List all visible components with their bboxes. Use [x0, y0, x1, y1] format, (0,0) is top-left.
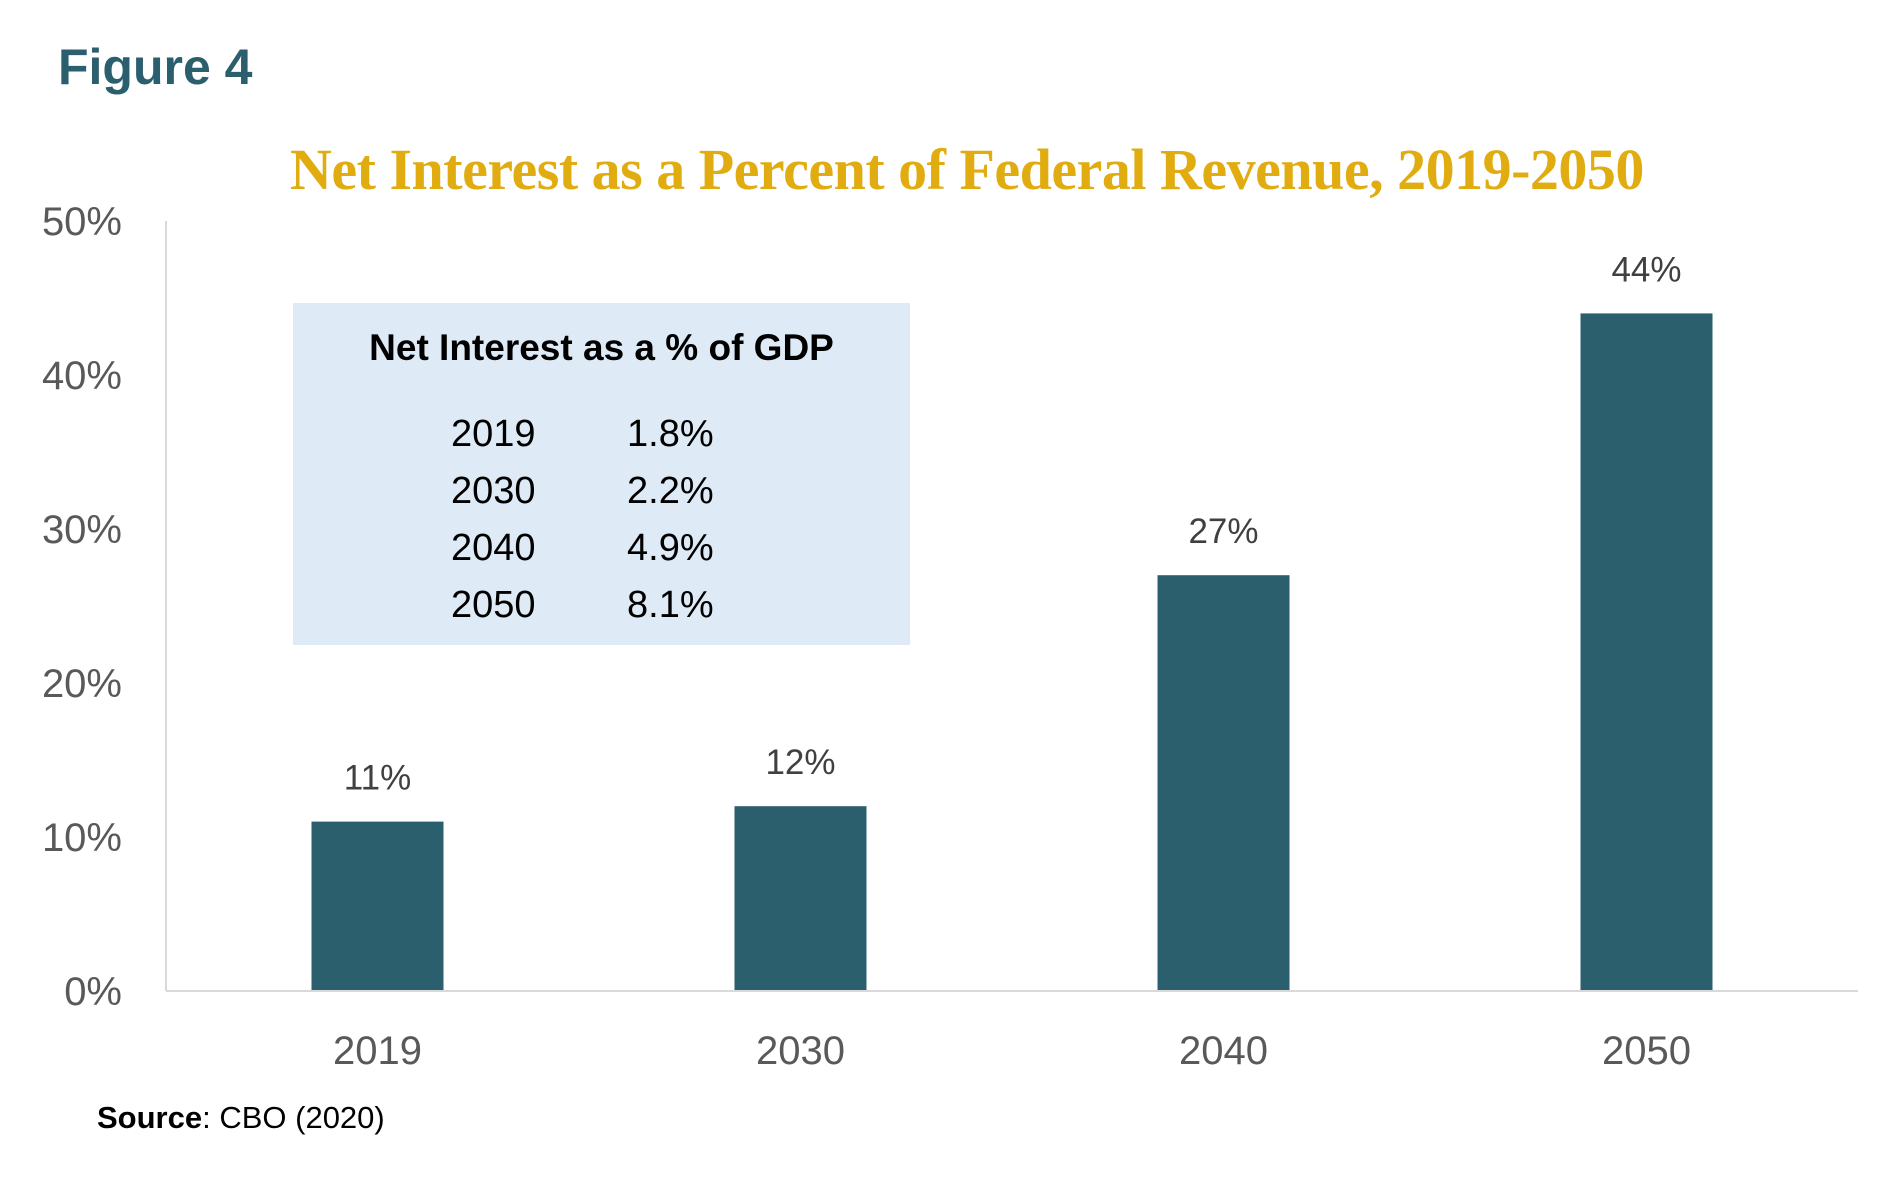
x-tick-label: 2050	[1602, 1029, 1691, 1073]
data-label: 12%	[765, 743, 835, 782]
figure-label: Figure 4	[58, 39, 253, 95]
source-label: Source	[97, 1100, 203, 1135]
inset-table-row: 2019 1.8%	[451, 413, 747, 470]
inset-table-row: 2040 4.9%	[451, 527, 747, 584]
inset-table-row: 2050 8.1%	[451, 584, 747, 641]
inset-row-value: 4.9%	[627, 527, 714, 569]
inset-table-rows: 2019 1.8% 2030 2.2% 2040 4.9% 2050 8.1%	[451, 413, 747, 641]
y-tick-label: 40%	[42, 354, 122, 398]
y-tick-label: 0%	[64, 970, 122, 1014]
source-text: : CBO (2020)	[202, 1100, 385, 1135]
inset-table: Net Interest as a % of GDP 2019 1.8% 203…	[293, 303, 910, 645]
y-tick-label: 30%	[42, 508, 122, 552]
y-axis-ticks: 0% 10% 20% 30% 40% 50%	[42, 200, 122, 1014]
data-labels: 11% 12% 27% 44%	[344, 250, 1682, 797]
data-label: 11%	[344, 759, 411, 798]
data-label: 27%	[1188, 512, 1258, 551]
inset-row-value: 2.2%	[627, 470, 714, 512]
bar	[1157, 575, 1290, 991]
inset-table-row: 2030 2.2%	[451, 470, 747, 527]
inset-row-year: 2050	[451, 584, 536, 626]
inset-row-value: 8.1%	[627, 584, 714, 626]
source-note: Source: CBO (2020)	[97, 1100, 385, 1136]
inset-row-value: 1.8%	[627, 413, 714, 455]
data-label: 44%	[1611, 250, 1681, 289]
x-tick-label: 2030	[756, 1029, 845, 1073]
bars	[311, 313, 1713, 991]
inset-table-title: Net Interest as a % of GDP	[369, 327, 834, 368]
x-tick-label: 2040	[1179, 1029, 1268, 1073]
inset-row-year: 2030	[451, 470, 536, 512]
bar	[311, 821, 444, 991]
bar	[734, 806, 867, 991]
bar	[1580, 313, 1713, 991]
chart-title: Net Interest as a Percent of Federal Rev…	[290, 137, 1644, 202]
x-tick-label: 2019	[333, 1029, 422, 1073]
y-tick-label: 20%	[42, 662, 122, 706]
y-tick-label: 50%	[42, 200, 122, 244]
inset-row-year: 2040	[451, 527, 536, 569]
y-tick-label: 10%	[42, 816, 122, 860]
inset-row-year: 2019	[451, 413, 536, 455]
x-axis-ticks: 2019 2030 2040 2050	[333, 1029, 1691, 1073]
